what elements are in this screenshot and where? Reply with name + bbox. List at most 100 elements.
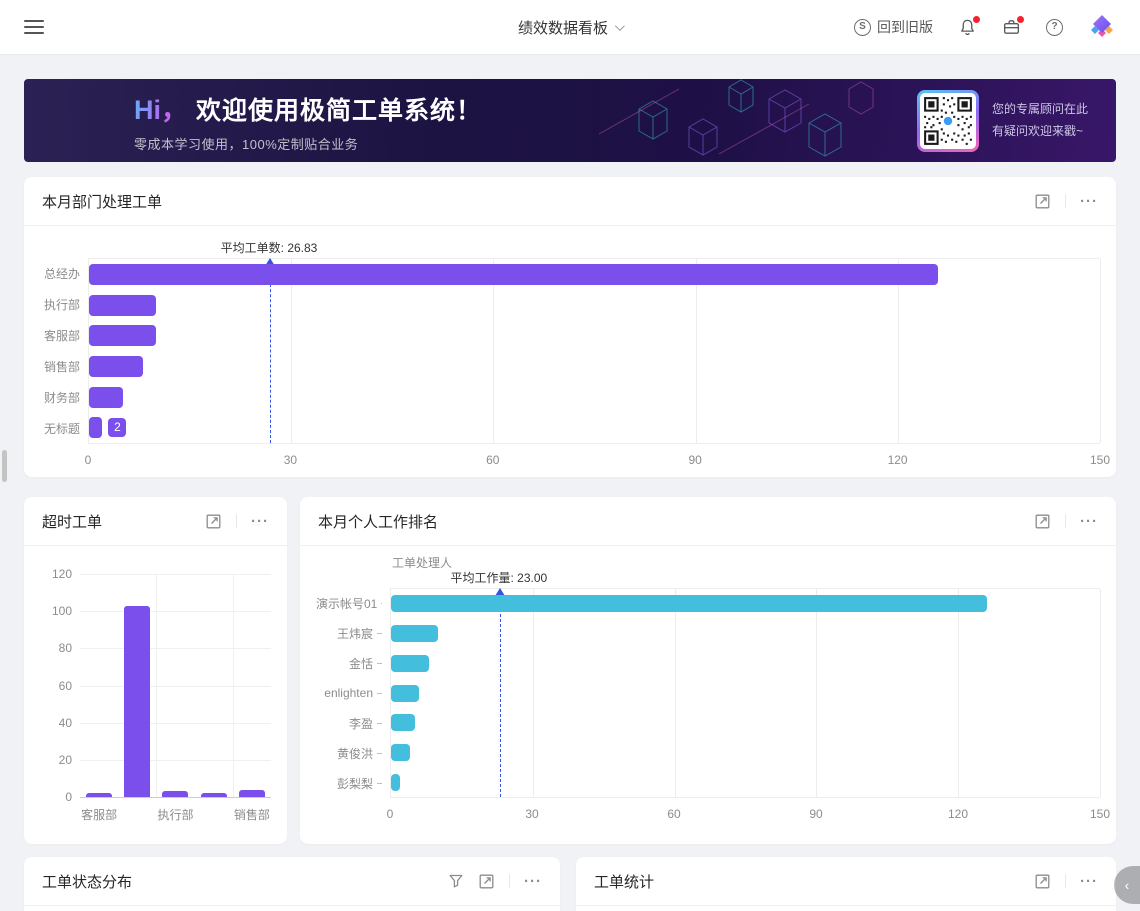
bar-row: [391, 678, 1100, 708]
markline: [495, 588, 506, 797]
bar-row: [89, 290, 1100, 321]
actions-divider: [1065, 514, 1066, 528]
workbench-button[interactable]: [1002, 15, 1024, 37]
bar: [391, 743, 410, 761]
export-button[interactable]: [1034, 513, 1051, 530]
category-label: 王炜宸: [316, 618, 390, 648]
gridline: [532, 589, 534, 797]
back-to-old-version-button[interactable]: S 回到旧版: [854, 17, 933, 37]
chevron-left-icon: ‹: [1124, 877, 1130, 893]
chevron-down-icon: [614, 20, 625, 31]
category-label: 金恬: [316, 648, 390, 678]
help-icon: ?: [1046, 18, 1063, 36]
overtime-orders-chart: 0 20 40 60 80 100 120 客服部 执行部 销售部: [40, 552, 271, 823]
category-label: [118, 806, 156, 823]
export-button[interactable]: [1034, 193, 1051, 210]
briefcase-icon: [1003, 19, 1020, 34]
left-scrollbar-thumb[interactable]: [2, 450, 7, 482]
department-orders-chart: 平均工单数: 26.83 总经办 执行部 客服部 销售部 财务部 无标题 2 0 30 60 90 12…: [40, 232, 1110, 470]
card-title-overtime-orders: 超时工单: [42, 513, 103, 531]
bar-row: [89, 259, 1100, 290]
axis-tick-label: 120: [947, 807, 969, 821]
category-label: enlighten: [316, 678, 390, 708]
chart-body: 总经办 执行部 客服部 销售部 财务部 无标题 2: [40, 258, 1101, 444]
card-title-status-distribution: 工单状态分布: [42, 873, 133, 891]
bar: [391, 654, 429, 672]
card-title-personal-ranking: 本月个人工作排名: [318, 513, 439, 531]
value-axis: 0 30 60 90 120 150: [386, 798, 1110, 824]
markline-label: 平均工作量: 23.00: [450, 571, 548, 585]
banner-subtitle: 零成本学习使用，100%定制贴合业务: [134, 137, 359, 152]
dashboard-content: Hi， 欢迎使用极简工单系统！ 零成本学习使用，100%定制贴合业务: [0, 55, 1140, 911]
bar-row: [391, 648, 1100, 678]
bar: [89, 294, 157, 316]
markline-label: 平均工单数: 26.83: [220, 241, 318, 255]
gridline: [1100, 589, 1101, 797]
category-label: 销售部: [43, 360, 80, 374]
card-personal-ranking: 本月个人工作排名 ··· 工单处理人 平均工作量: 23.00 演示帐号01 王炜宸金…: [300, 497, 1116, 844]
filter-button[interactable]: [448, 873, 464, 889]
menu-hamburger-icon[interactable]: [24, 20, 44, 34]
more-options-button[interactable]: ···: [1080, 872, 1098, 890]
more-options-button[interactable]: ···: [524, 872, 542, 890]
category-label: 客服部: [43, 329, 80, 343]
qr-code: [916, 89, 979, 152]
bar: [124, 605, 151, 797]
plot-area: 2: [88, 258, 1101, 444]
axis-tick-label: 90: [688, 453, 702, 467]
export-icon: [206, 514, 221, 528]
personal-ranking-chart: 工单处理人 平均工作量: 23.00 演示帐号01 王炜宸 金恬 enlighten 李盈黄…: [316, 552, 1110, 824]
bar-row: [89, 351, 1100, 382]
export-icon: [1035, 514, 1050, 528]
panel-collapse-handle[interactable]: ‹: [1114, 866, 1140, 904]
bar-row: [391, 619, 1100, 649]
markline-arrow: [265, 258, 276, 266]
bar: [391, 595, 987, 613]
axis-tick-label: 30: [283, 453, 298, 467]
markline-arrow: [495, 588, 506, 596]
category-label: 彭梨梨: [316, 768, 390, 798]
axis-tick-label: 0: [84, 453, 92, 467]
card-title-order-statistics: 工单统计: [594, 873, 655, 891]
notifications-button[interactable]: [958, 15, 980, 37]
axis-tick-label: 80: [58, 641, 72, 656]
export-button[interactable]: [1034, 873, 1051, 890]
axis-tick-label: 0: [386, 807, 394, 821]
help-button[interactable]: ?: [1046, 18, 1063, 36]
gridline: [291, 259, 293, 443]
app-logo[interactable]: [1088, 13, 1116, 41]
card-overtime-orders: 超时工单 ··· 0 20 40 60 80 100 120 客服部 执行部 销售部: [24, 497, 287, 844]
more-options-button[interactable]: ···: [251, 512, 269, 530]
export-icon: [1035, 194, 1050, 208]
card-order-statistics: 工单统计 ···: [576, 857, 1116, 911]
more-options-button[interactable]: ···: [1080, 512, 1098, 530]
bell-icon: [961, 19, 974, 35]
more-options-button[interactable]: ···: [1080, 192, 1098, 210]
bar-row: [391, 589, 1100, 619]
back-to-old-version-label: 回到旧版: [877, 19, 933, 35]
bar-row: [89, 320, 1100, 351]
banner-isometric-art: [598, 79, 874, 157]
markline: [265, 258, 276, 443]
axis-tick-label: 120: [887, 453, 908, 467]
chart-top-area: 平均工单数: 26.83: [88, 232, 1100, 258]
dashboard-title-dropdown[interactable]: 绩效数据看板: [518, 17, 625, 38]
bar: [200, 793, 227, 797]
axis-tick-label: 40: [58, 715, 72, 730]
axis-tick-label: 60: [667, 807, 681, 821]
gridline: [1100, 259, 1101, 443]
export-button[interactable]: [478, 873, 495, 890]
export-icon: [1035, 874, 1050, 888]
axis-tick-label: 120: [51, 567, 72, 581]
export-icon: [479, 874, 494, 888]
notification-badge: [973, 15, 980, 23]
actions-divider: [509, 874, 510, 888]
category-label: 销售部: [233, 808, 270, 822]
plot-area: 0 20 40 60 80 100 120: [52, 567, 271, 804]
gridline: [958, 589, 960, 797]
export-button[interactable]: [205, 513, 222, 530]
category-label: 李盈: [316, 708, 390, 738]
banner-title: 欢迎使用极简工单系统！: [196, 97, 483, 125]
chart-top-area: 工单处理人 平均工作量: 23.00: [390, 552, 1100, 588]
axis-tick-label: 0: [65, 790, 72, 804]
